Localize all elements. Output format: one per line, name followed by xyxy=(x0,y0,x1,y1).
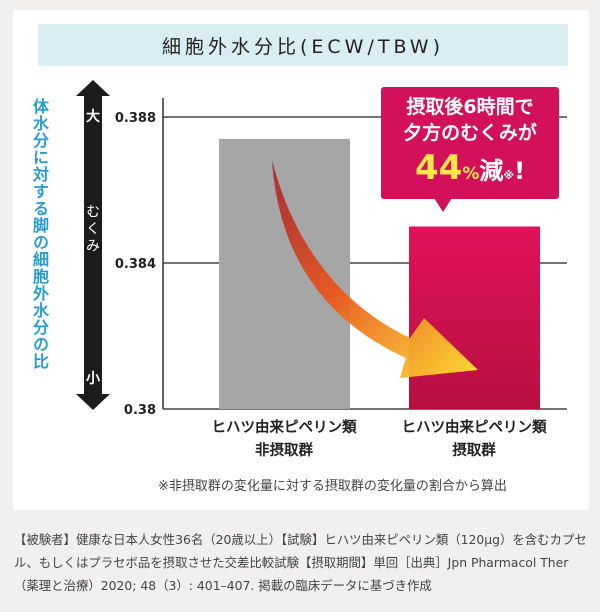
callout-tail xyxy=(434,198,452,212)
y-axis-description: 体水分に対する脚の細胞外水分の比 xyxy=(30,98,49,370)
callout-note-mark: ※ xyxy=(503,169,515,182)
callout-line-2: 夕方のむくみが xyxy=(403,122,537,144)
calculation-note: ※非摂取群の変化量に対する摂取群の変化量の割合から算出 xyxy=(158,479,507,494)
callout-exclamation: ! xyxy=(514,157,526,185)
decrease-arrow xyxy=(272,160,478,378)
callout-value: 44 xyxy=(414,148,463,188)
scale-arrow xyxy=(76,80,110,410)
callout-percent: % xyxy=(462,164,480,184)
scale-middle-label: むくみ xyxy=(84,204,100,255)
study-footnote: 【被験者】健康な日本人女性36名（20歳以上）【試験】ヒハツ由来ピペリン類（12… xyxy=(14,532,587,593)
callout-line-1: 摂取後6時間で xyxy=(406,96,534,118)
bar-treated xyxy=(409,226,540,409)
y-tick-label: 0.384 xyxy=(115,257,156,272)
bar-control xyxy=(219,138,350,409)
scale-low-label: 小 xyxy=(86,371,100,387)
y-tick-label: 0.388 xyxy=(115,111,156,126)
result-callout: 摂取後6時間で 夕方のむくみが 44%減※! xyxy=(381,87,559,199)
chart-title: 細胞外水分比(ECW/TBW) xyxy=(38,24,568,66)
category-label-control: ヒハツ由来ピペリン類 非摂取群 xyxy=(211,420,357,459)
callout-highlight: 44%減※! xyxy=(381,148,559,196)
category-label-treated: ヒハツ由来ピペリン類 摂取群 xyxy=(401,420,547,459)
y-tick-label: 0.38 xyxy=(124,403,156,418)
callout-verb: 減 xyxy=(479,157,504,185)
scale-high-label: 大 xyxy=(86,109,100,125)
